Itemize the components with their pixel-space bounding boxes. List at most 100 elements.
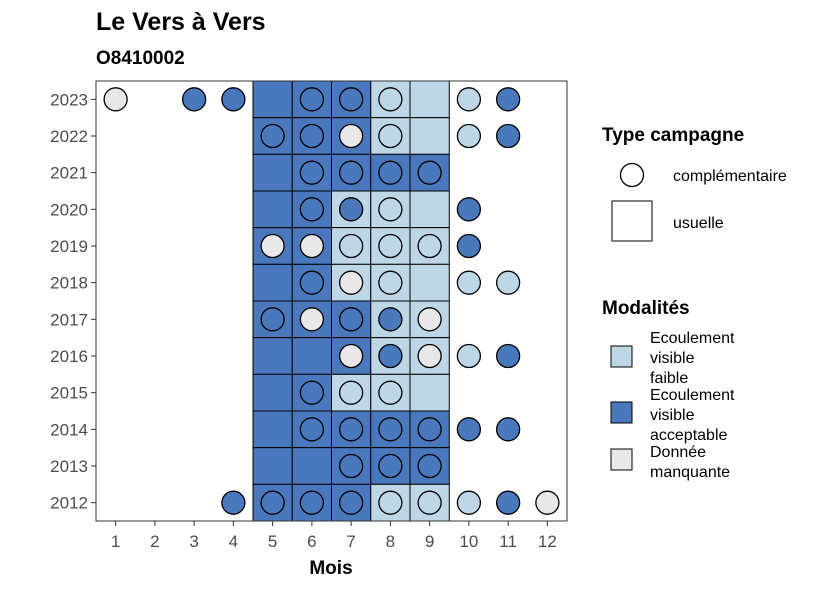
point-complementaire-2013-8 — [378, 453, 403, 479]
legend-label-complementaire: complémentaire — [673, 168, 787, 185]
legend-label-acceptable-line: visible — [650, 407, 695, 424]
point-complementaire-2017-9 — [417, 307, 442, 332]
point-complementaire-2017-5 — [260, 307, 285, 332]
point-complementaire-2019-5 — [260, 233, 285, 259]
cell-usuelle-2013-6 — [291, 447, 332, 485]
cell-usuelle-2017-5 — [252, 300, 293, 339]
y-tick-label-2020: 2020 — [50, 200, 88, 219]
point-complementaire-2018-8 — [378, 270, 403, 295]
y-tick-label-2012: 2012 — [50, 494, 88, 513]
point-complementaire-2014-8 — [378, 417, 403, 442]
plot-border — [95, 80, 568, 522]
legend-label-acceptable: Ecoulement visible acceptable — [650, 387, 735, 444]
x-tick-label-4: 4 — [229, 532, 238, 551]
point-complementaire-2021-8 — [378, 160, 403, 185]
point-complementaire-2012-12 — [535, 490, 560, 515]
point-complementaire-2012-9 — [417, 490, 442, 515]
point-complementaire-2014-11 — [495, 417, 521, 442]
legend-label-manquante: Donnée manquante — [650, 444, 730, 481]
point-complementaire-2017-6 — [299, 307, 325, 332]
point-complementaire-2012-4 — [221, 490, 246, 515]
point-complementaire-2016-7 — [338, 343, 364, 369]
plot-area: 1 2 3 4 5 6 7 8 9 10 11 122012201320142015201620172… — [50, 80, 568, 551]
legend-square-symbol — [611, 200, 653, 242]
legend-label-faible-line: faible — [650, 370, 688, 387]
point-complementaire-2018-10 — [456, 270, 482, 295]
point-complementaire-2023-3 — [181, 87, 207, 112]
cell-usuelle-2022-9 — [409, 117, 450, 155]
legend-key-manquante — [610, 448, 633, 471]
legend-key-acceptable — [610, 401, 633, 424]
point-complementaire-2018-7 — [338, 270, 364, 295]
legend-modalites-title: Modalités — [602, 298, 690, 319]
y-tick-label-2013: 2013 — [50, 457, 88, 476]
point-complementaire-2020-6 — [299, 197, 325, 222]
point-complementaire-2023-4 — [221, 87, 246, 112]
point-complementaire-2015-7 — [338, 380, 364, 405]
point-complementaire-2014-10 — [456, 417, 482, 442]
legend-label-acceptable-line: acceptable — [650, 427, 727, 444]
y-tick-label-2016: 2016 — [50, 347, 88, 366]
point-complementaire-2012-5 — [260, 490, 285, 515]
point-complementaire-2012-6 — [299, 490, 325, 515]
point-complementaire-2016-9 — [417, 343, 442, 369]
legend-label-manquante-line: manquante — [650, 464, 730, 481]
point-complementaire-2022-5 — [260, 123, 285, 149]
cell-usuelle-2014-5 — [252, 410, 293, 449]
point-complementaire-2012-11 — [495, 490, 521, 515]
y-tick-label-2018: 2018 — [50, 274, 88, 293]
point-complementaire-2019-9 — [417, 233, 442, 259]
chart-subtitle: O8410002 — [96, 48, 185, 69]
chart-title: Le Vers à Vers — [96, 8, 266, 36]
cell-usuelle-2020-5 — [252, 190, 293, 229]
point-complementaire-2020-7 — [338, 197, 364, 222]
point-complementaire-2013-9 — [417, 453, 442, 479]
point-complementaire-2021-9 — [417, 160, 442, 185]
point-complementaire-2020-10 — [456, 197, 482, 222]
point-complementaire-2022-11 — [495, 123, 521, 149]
y-tick-label-2023: 2023 — [50, 90, 88, 109]
point-complementaire-2019-6 — [299, 233, 325, 259]
cell-usuelle-2021-5 — [252, 153, 293, 192]
point-complementaire-2022-10 — [456, 123, 482, 149]
point-complementaire-2022-6 — [299, 123, 325, 149]
point-complementaire-2015-6 — [299, 380, 325, 405]
x-tick-label-11: 11 — [499, 532, 517, 551]
x-tick-label-9: 9 — [425, 532, 434, 551]
point-complementaire-2012-8 — [378, 490, 403, 515]
x-tick-label-7: 7 — [346, 532, 355, 551]
point-complementaire-2012-10 — [456, 490, 482, 515]
cell-usuelle-2023-9 — [409, 80, 450, 119]
point-complementaire-2014-7 — [338, 417, 364, 442]
cell-usuelle-2018-9 — [409, 263, 450, 302]
point-complementaire-2022-8 — [378, 123, 403, 149]
point-complementaire-2018-11 — [495, 270, 521, 295]
point-complementaire-2017-8 — [378, 307, 403, 332]
point-complementaire-2023-7 — [338, 87, 364, 112]
cell-usuelle-2013-5 — [252, 447, 293, 485]
legend-label-faible: Ecoulement visible faible — [650, 330, 735, 387]
point-complementaire-2021-6 — [299, 160, 325, 185]
x-tick-label-8: 8 — [386, 532, 395, 551]
point-complementaire-2023-6 — [299, 87, 325, 112]
y-tick-label-2019: 2019 — [50, 237, 88, 256]
legend-circle-symbol — [619, 162, 645, 188]
x-tick-label-1: 1 — [111, 532, 120, 551]
point-complementaire-2017-7 — [338, 307, 364, 332]
legend-key-faible — [610, 345, 633, 368]
point-complementaire-2019-10 — [456, 233, 482, 259]
cell-usuelle-2023-5 — [252, 80, 293, 119]
point-complementaire-2014-9 — [417, 417, 442, 442]
x-tick-label-3: 3 — [189, 532, 198, 551]
point-complementaire-2018-6 — [299, 270, 325, 295]
point-complementaire-2021-7 — [338, 160, 364, 185]
legend-label-usuelle: usuelle — [673, 215, 724, 232]
legend: Type campagne Modalités complémentaire us… — [602, 125, 787, 481]
point-complementaire-2015-8 — [378, 380, 403, 405]
x-tick-label-10: 10 — [459, 532, 478, 551]
cell-usuelle-2016-5 — [252, 337, 293, 375]
y-tick-label-2017: 2017 — [50, 310, 88, 329]
legend-label-faible-line: Ecoulement — [650, 330, 735, 347]
y-tick-label-2022: 2022 — [50, 127, 88, 146]
